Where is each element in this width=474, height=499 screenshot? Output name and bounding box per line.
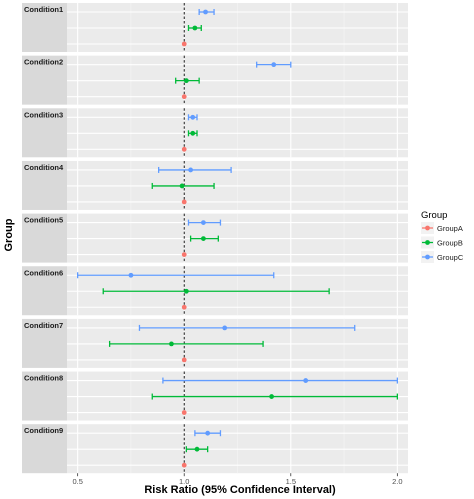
point-groupa	[181, 94, 187, 100]
point-groupc	[188, 167, 194, 173]
point-groupc	[128, 272, 134, 278]
legend-key-point	[425, 240, 430, 245]
facet-strip	[22, 55, 67, 105]
facet-strip	[22, 424, 67, 474]
facet-label: Condition3	[24, 110, 63, 119]
x-axis-title: Risk Ratio (95% Confidence Interval)	[144, 484, 336, 496]
point-groupb	[190, 130, 196, 136]
facet-strip	[22, 266, 67, 316]
point-groupa	[181, 146, 187, 152]
point-groupb	[201, 236, 206, 242]
point-groupc	[303, 378, 309, 383]
legend-key-point	[425, 225, 430, 231]
facet-label: Condition7	[24, 321, 63, 330]
panel-condition5: Condition5	[22, 213, 408, 263]
x-tick-label: 1.0	[179, 477, 189, 486]
point-groupb	[183, 78, 189, 84]
point-groupb	[194, 446, 200, 452]
point-groupc	[203, 9, 208, 15]
panel-condition8: Condition8	[22, 371, 408, 421]
point-groupa	[181, 41, 187, 47]
facet-label: Condition5	[24, 216, 63, 225]
point-groupb	[269, 394, 274, 399]
x-axis: 0.5 1.0 1.5 2.0	[72, 473, 403, 486]
facet-strip	[22, 160, 67, 210]
point-groupb	[169, 341, 174, 347]
facet-panels: Condition1 Condition2 Condition3 Condition4…	[22, 3, 408, 474]
point-groupa	[181, 357, 187, 363]
panel-condition6: Condition6	[22, 266, 408, 316]
facet-label: Condition8	[24, 374, 63, 383]
facet-strip	[22, 213, 67, 263]
facet-strip	[22, 108, 67, 158]
panel-condition3: Condition3	[22, 108, 408, 158]
facet-label: Condition6	[24, 268, 63, 277]
facet-strip	[22, 371, 67, 421]
legend-label: GroupB	[437, 239, 463, 248]
legend: Group GroupA GroupB GroupC	[421, 210, 464, 263]
x-tick-label: 1.5	[286, 477, 296, 486]
facet-label: Condition1	[24, 5, 63, 14]
point-groupc	[190, 114, 196, 120]
legend-label: GroupA	[437, 224, 463, 233]
legend-title: Group	[421, 210, 447, 221]
point-groupa	[181, 462, 187, 468]
panel-condition4: Condition4	[22, 160, 408, 210]
facet-label: Condition2	[24, 58, 63, 67]
point-groupc	[201, 220, 206, 226]
point-groupa	[181, 410, 187, 415]
point-groupb	[183, 288, 189, 294]
panel-condition1: Condition1	[22, 3, 408, 52]
point-groupc	[271, 62, 277, 68]
facet-label: Condition9	[24, 426, 63, 435]
legend-key-groupa	[421, 222, 434, 234]
point-groupa	[181, 252, 187, 257]
legend-label: GroupC	[437, 253, 464, 262]
point-groupc	[205, 430, 211, 436]
facet-strip	[22, 3, 67, 52]
facet-label: Condition4	[24, 163, 64, 172]
point-groupb	[179, 183, 185, 189]
legend-key-groupb	[421, 236, 434, 249]
x-tick-label: 2.0	[392, 477, 402, 486]
y-axis-title: Group	[3, 218, 15, 251]
panel-condition7: Condition7	[22, 318, 408, 368]
facet-strip	[22, 318, 67, 368]
point-groupc	[222, 325, 228, 331]
legend-key-groupc	[421, 251, 434, 263]
legend-key-point	[425, 254, 430, 260]
panel-condition9: Condition9	[22, 424, 408, 474]
point-groupa	[181, 199, 187, 205]
point-groupb	[192, 25, 198, 31]
point-groupa	[181, 304, 187, 310]
x-tick-label: 0.5	[72, 477, 82, 486]
panel-condition2: Condition2	[22, 55, 408, 105]
